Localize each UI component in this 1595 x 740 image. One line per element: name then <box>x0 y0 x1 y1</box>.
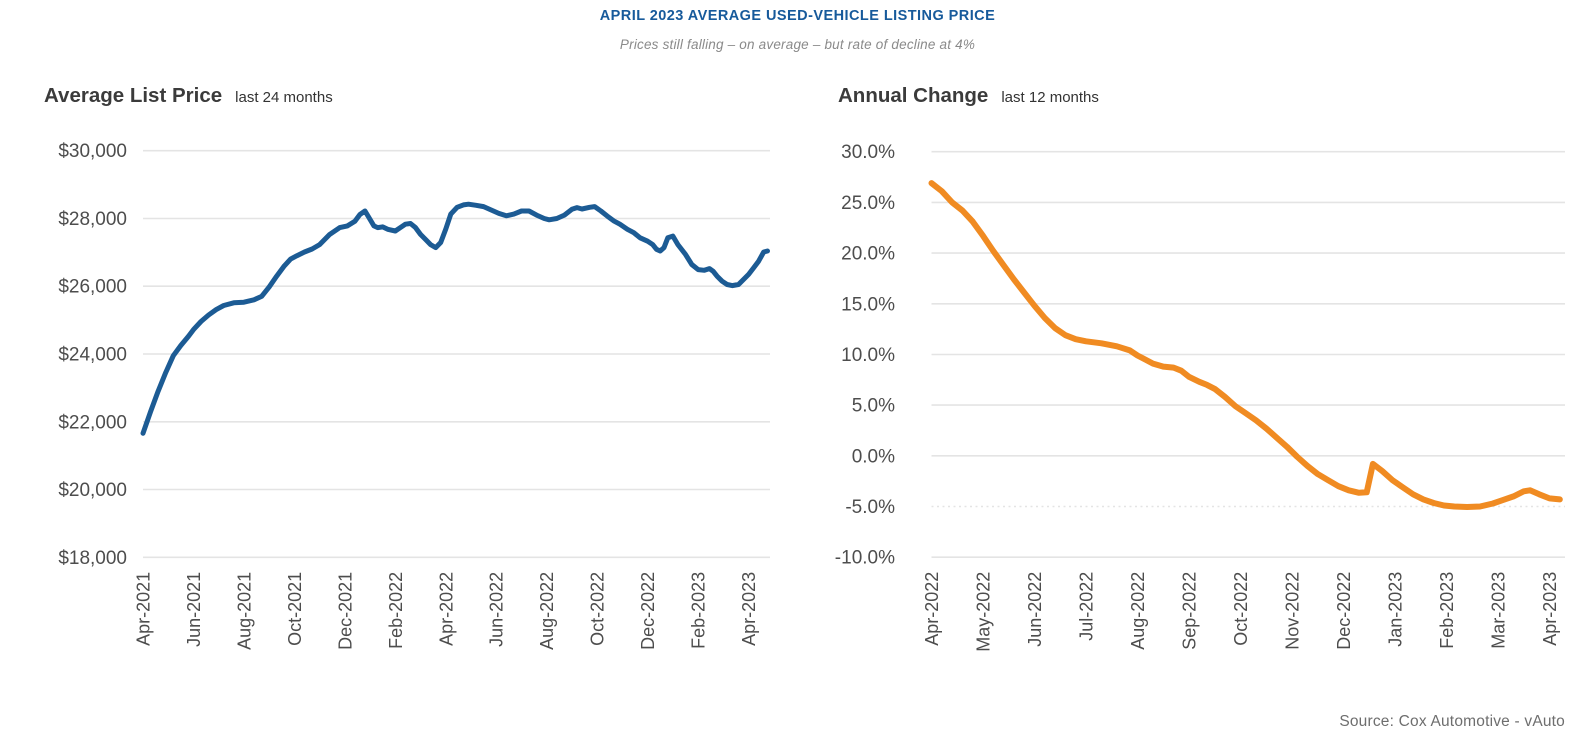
annual-change-y-tick-label: -5.0% <box>845 497 895 518</box>
average-list-price-y-tick-label: $20,000 <box>58 480 127 501</box>
average-list-price-x-tick-label: Feb-2022 <box>386 572 406 649</box>
annual-change-x-tick-label: Oct-2022 <box>1231 572 1251 646</box>
average-list-price-y-tick-label: $18,000 <box>58 548 127 569</box>
average-list-price-x-tick-label: Feb-2023 <box>689 572 709 649</box>
annual-change-x-tick-label: Apr-2022 <box>922 572 942 646</box>
average-list-price-y-tick-label: $26,000 <box>58 277 127 298</box>
annual-change-x-tick-label: Dec-2022 <box>1334 572 1354 650</box>
average-list-price-x-tick-label: Apr-2022 <box>436 572 456 646</box>
annual-change-y-tick-label: 0.0% <box>852 446 895 467</box>
annual-change-y-tick-label: 25.0% <box>841 193 895 214</box>
average-list-price-y-tick-label: $28,000 <box>58 209 127 230</box>
average-list-price-x-tick-label: Oct-2022 <box>588 572 608 646</box>
annual-change-y-tick-label: 10.0% <box>841 345 895 366</box>
annual-change-x-tick-label: Sep-2022 <box>1180 572 1200 650</box>
average-list-price-x-tick-label: Dec-2021 <box>335 572 355 650</box>
average-list-price-x-tick-label: Oct-2021 <box>285 572 305 646</box>
page-subtitle: Prices still falling – on average – but … <box>619 37 976 52</box>
average-list-price-x-tick-label: Apr-2021 <box>134 572 154 646</box>
average-list-price-title: Average List Price <box>44 84 223 107</box>
average-list-price-x-tick-label: Apr-2023 <box>739 572 759 646</box>
annual-change-header: Annual Change last 12 months <box>838 84 1099 108</box>
average-list-price-y-tick-label: $24,000 <box>58 345 127 366</box>
average-list-price-x-tick-label: Dec-2022 <box>638 572 658 650</box>
annual-change-y-tick-label: 15.0% <box>841 294 895 315</box>
average-list-price-data-line <box>140 201 770 436</box>
annual-change-x-tick-label: Jan-2023 <box>1386 572 1406 647</box>
annual-change-x-tick-label: Nov-2022 <box>1283 572 1303 650</box>
annual-change-x-tick-label: Aug-2022 <box>1128 572 1148 650</box>
annual-change-x-tick-label: Feb-2023 <box>1437 572 1457 649</box>
annual-change-data-line <box>928 180 1563 510</box>
annual-change-range-label: last 12 months <box>1001 89 1099 106</box>
annual-change-x-tick-label: Mar-2023 <box>1489 572 1509 649</box>
annual-change-x-tick-label: Apr-2023 <box>1540 572 1560 646</box>
annual-change-x-tick-label: May-2022 <box>974 572 994 652</box>
average-list-price-header: Average List Price last 24 months <box>44 84 333 108</box>
page-title: APRIL 2023 AVERAGE USED-VEHICLE LISTING … <box>599 8 996 24</box>
average-list-price-y-tick-label: $22,000 <box>58 412 127 433</box>
average-list-price-x-tick-label: Aug-2022 <box>537 572 557 650</box>
annual-change-y-tick-label: 30.0% <box>841 142 895 163</box>
annual-change-y-tick-label: 5.0% <box>852 396 895 417</box>
annual-change-x-tick-label: Jun-2022 <box>1025 572 1045 647</box>
average-list-price-x-tick-label: Jun-2022 <box>487 572 507 647</box>
average-list-price-range-label: last 24 months <box>235 89 333 106</box>
annual-change-title: Annual Change <box>838 84 989 107</box>
annual-change-x-tick-label: Jul-2022 <box>1077 572 1097 641</box>
average-list-price-x-tick-label: Aug-2021 <box>234 572 254 650</box>
average-list-price-y-tick-label: $30,000 <box>58 141 127 162</box>
annual-change-y-tick-label: -10.0% <box>835 548 895 569</box>
annual-change-y-tick-label: 20.0% <box>841 244 895 265</box>
source-credit: Source: Cox Automotive - vAuto <box>1339 713 1565 730</box>
average-list-price-x-tick-label: Jun-2021 <box>184 572 204 647</box>
